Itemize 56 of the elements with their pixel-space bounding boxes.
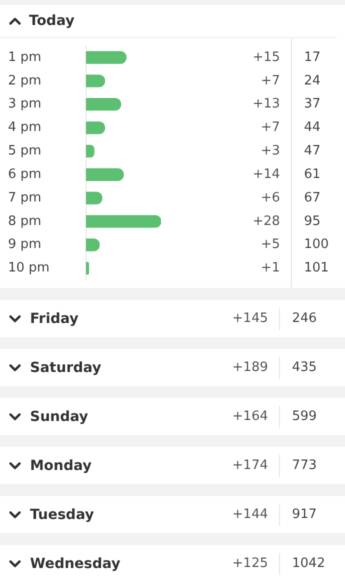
text: 95 <box>304 214 321 229</box>
y-tick-label: 1 pm <box>8 50 42 65</box>
category-label: Monday <box>30 458 93 474</box>
text: 100 <box>304 237 329 252</box>
text: 599 <box>291 409 318 424</box>
y-tick-label: 2 pm <box>8 73 42 88</box>
data-label: +15 <box>252 50 280 65</box>
text: +164 <box>232 409 268 424</box>
y-tick-label: 3 pm <box>8 96 42 112</box>
text: +189 <box>232 360 268 375</box>
category-label: Tuesday <box>30 506 95 522</box>
bar <box>86 215 161 228</box>
y-tick-label: 6 pm <box>8 166 42 182</box>
text: 773 <box>291 458 318 473</box>
category-label: Wednesday <box>30 556 122 572</box>
text: 61 <box>304 166 321 182</box>
text: 435 <box>291 360 318 375</box>
bar <box>86 121 106 134</box>
text: +174 <box>232 458 268 473</box>
data-label: +7 <box>260 73 280 88</box>
text: 47 <box>304 144 321 159</box>
text: +144 <box>232 507 268 522</box>
text: +125 <box>232 556 268 571</box>
text: 246 <box>291 311 318 326</box>
data-label: +6 <box>260 190 280 206</box>
text: 1042 <box>291 556 326 571</box>
y-tick-label: 8 pm <box>8 214 42 229</box>
category-label: Saturday <box>30 360 102 376</box>
bar <box>86 51 127 64</box>
data-label: +14 <box>252 166 280 182</box>
bar <box>86 262 90 275</box>
bar <box>86 168 124 181</box>
text: 44 <box>304 120 321 136</box>
chart-title: Today <box>29 13 74 29</box>
text: 101 <box>304 260 329 276</box>
y-tick-label: 7 pm <box>8 190 42 206</box>
y-tick-label: 5 pm <box>8 144 42 159</box>
y-tick-label: 10 pm <box>8 260 50 276</box>
y-tick-label: 9 pm <box>8 237 42 252</box>
y-tick-label: 4 pm <box>8 120 42 136</box>
data-label: +28 <box>252 214 280 229</box>
text: 917 <box>291 507 318 522</box>
bar <box>86 98 122 111</box>
category-label: Sunday <box>30 408 90 424</box>
data-label: +7 <box>260 120 280 136</box>
text: 37 <box>304 96 321 112</box>
data-label: +13 <box>252 96 280 112</box>
data-label: +1 <box>260 260 280 276</box>
category-label: Friday <box>30 310 80 326</box>
text: 24 <box>304 73 321 88</box>
data-label: +5 <box>260 237 280 252</box>
text: +145 <box>232 311 268 326</box>
text: 17 <box>304 50 321 65</box>
data-label: +3 <box>260 144 280 159</box>
bar <box>86 74 106 88</box>
text: 67 <box>304 190 321 206</box>
